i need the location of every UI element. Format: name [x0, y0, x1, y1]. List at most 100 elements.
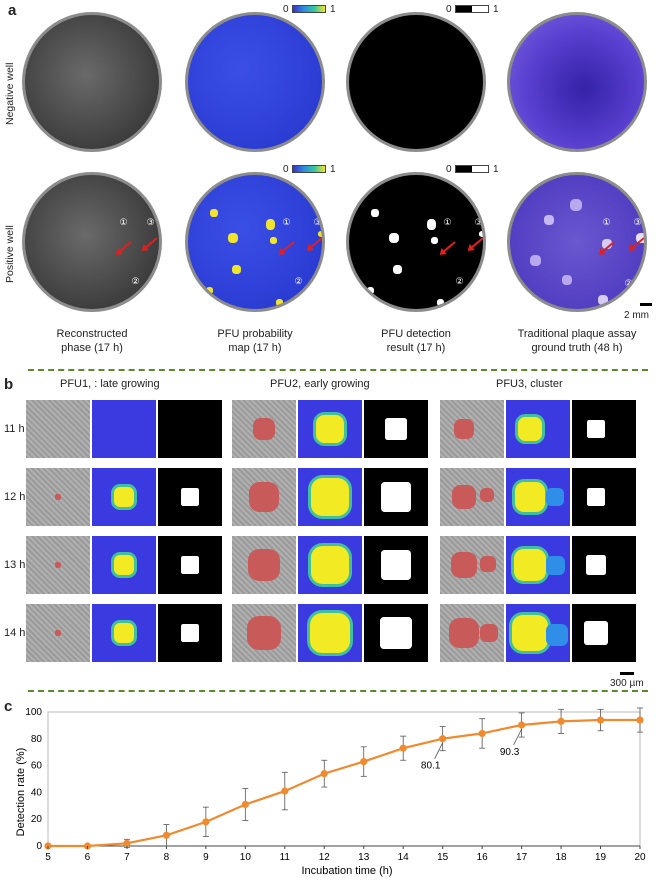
time-label-12h: 12 h	[4, 491, 26, 503]
tile-pfu2-probability	[298, 536, 362, 594]
y-tick-label: 60	[31, 761, 43, 772]
scale-bar-b	[620, 672, 634, 675]
bw-colorbar-max-label: 1	[493, 4, 499, 15]
data-point	[636, 716, 644, 724]
tile-pfu1-phase	[26, 604, 90, 662]
tile-pfu3-probability	[506, 400, 570, 458]
tile-pfu1-phase	[26, 536, 90, 594]
row-label-positive: Positive well	[4, 225, 16, 283]
arrow-3	[142, 237, 158, 251]
probability-colorbar	[292, 5, 326, 13]
tile-pfu2-probability	[298, 604, 362, 662]
scale-bar-a	[640, 303, 652, 306]
panel-a-letter: a	[8, 2, 17, 19]
y-tick-label: 40	[31, 787, 43, 798]
data-point	[478, 729, 486, 738]
y-axis-label: Detection rate (%)	[15, 748, 27, 837]
negative-phase-image	[22, 12, 162, 152]
tile-pfu3-phase	[440, 604, 504, 662]
tile-pfu2-phase	[232, 400, 296, 458]
scale-bar-a-label: 2 mm	[624, 310, 649, 321]
tile-pfu2-detection	[364, 536, 428, 594]
group-title-pfu1: PFU1, : late growing	[60, 378, 160, 390]
data-point	[281, 787, 289, 795]
colorbar-max-label: 1	[330, 4, 336, 15]
y-tick-label: 100	[25, 707, 42, 718]
tile-pfu3-probability	[506, 536, 570, 594]
tile-pfu3-detection	[572, 536, 636, 594]
annotation-label: 80.1	[421, 761, 441, 772]
time-label-13h: 13 h	[4, 559, 26, 571]
tile-pfu3-probability	[506, 604, 570, 662]
x-tick-label: 10	[240, 852, 252, 863]
x-tick-label: 16	[477, 852, 489, 863]
tile-pfu2-phase	[232, 536, 296, 594]
bw-colorbar-min-label: 0	[446, 4, 452, 15]
x-tick-label: 9	[203, 852, 209, 863]
tile-pfu2-detection	[364, 468, 428, 526]
data-point	[518, 721, 526, 729]
positive-phase-image: ① ③ ②	[22, 172, 162, 312]
tile-pfu1-probability	[92, 536, 156, 594]
x-tick-label: 7	[124, 852, 130, 863]
tile-pfu3-detection	[572, 604, 636, 662]
x-tick-label: 12	[319, 852, 331, 863]
data-point	[202, 818, 210, 826]
positive-plaque-image: ① ③ ②	[507, 172, 647, 312]
tile-pfu2-detection	[364, 400, 428, 458]
data-point	[360, 757, 368, 766]
data-point	[320, 770, 328, 778]
plot-frame	[47, 711, 641, 847]
detection-colorbar-2	[455, 165, 489, 173]
marker-3: ③	[146, 217, 155, 227]
x-tick-label: 6	[85, 852, 91, 863]
tile-pfu3-detection	[572, 400, 636, 458]
x-tick-label: 8	[164, 852, 170, 863]
data-point	[439, 735, 447, 743]
group-title-pfu2: PFU2, early growing	[270, 378, 370, 390]
negative-detection-image	[346, 12, 486, 152]
detection-rate-chart: 5 6 7 8 9 10 11 12 13 14 15 16 17 18 19 20 0 20 40 60 80 100…	[15, 707, 646, 877]
y-tick-label: 20	[31, 814, 43, 825]
x-tick-label: 14	[398, 852, 410, 863]
x-tick-label: 17	[516, 852, 528, 863]
tile-pfu3-probability	[506, 468, 570, 526]
scale-bar-b-label: 300 µm	[610, 678, 644, 689]
data-point	[241, 800, 249, 809]
marker-1: ①	[119, 217, 128, 227]
caption-plaque: Traditional plaque assay ground truth (48…	[517, 328, 637, 354]
tile-pfu1-probability	[92, 400, 156, 458]
x-tick-label: 19	[595, 852, 607, 863]
negative-plaque-image	[507, 12, 647, 152]
data-point	[123, 839, 131, 847]
x-axis-label: Incubation time (h)	[301, 865, 392, 877]
x-tick-label: 20	[634, 852, 646, 863]
tile-pfu1-phase	[26, 468, 90, 526]
tile-pfu2-phase	[232, 468, 296, 526]
tile-pfu2-phase	[232, 604, 296, 662]
probability-colorbar-2	[292, 165, 326, 173]
caption-probability: PFU probability map (17 h)	[217, 328, 293, 354]
positive-probability-image: ① ③ ②	[185, 172, 325, 312]
tile-pfu3-phase	[440, 468, 504, 526]
x-tick-label: 13	[358, 852, 370, 863]
tile-pfu1-detection	[158, 468, 222, 526]
data-point	[162, 831, 170, 839]
panel-b-letter: b	[4, 376, 14, 393]
marker-2: ②	[131, 276, 140, 286]
annotation-leader	[513, 728, 522, 746]
x-tick-label: 5	[45, 852, 51, 863]
detection-colorbar	[455, 5, 489, 13]
arrow-2	[122, 295, 138, 309]
tile-pfu1-detection	[158, 604, 222, 662]
y-tick-label: 80	[31, 734, 43, 745]
panel-c-letter: c	[4, 698, 13, 715]
divider-1	[28, 369, 648, 371]
x-tick-label: 18	[556, 852, 568, 863]
caption-detection: PFU detection result (17 h)	[381, 328, 451, 354]
x-tick-label: 15	[437, 852, 449, 863]
time-label-11h: 11 h	[4, 423, 25, 435]
data-point	[399, 744, 407, 752]
x-tick-label: 11	[280, 852, 291, 863]
negative-probability-image	[185, 12, 325, 152]
